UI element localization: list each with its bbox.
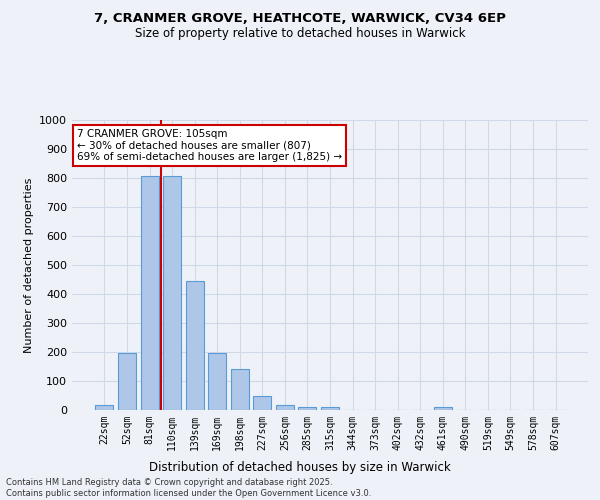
Y-axis label: Number of detached properties: Number of detached properties [23,178,34,352]
Bar [434,407,452,410]
Bar [140,176,158,410]
Text: Contains HM Land Registry data © Crown copyright and database right 2025.
Contai: Contains HM Land Registry data © Crown c… [6,478,371,498]
Text: Size of property relative to detached houses in Warwick: Size of property relative to detached ho… [135,28,465,40]
Bar [253,396,271,410]
Bar [231,370,249,410]
Bar [185,281,204,410]
Text: 7 CRANMER GROVE: 105sqm
← 30% of detached houses are smaller (807)
69% of semi-d: 7 CRANMER GROVE: 105sqm ← 30% of detache… [77,128,342,162]
Text: 7, CRANMER GROVE, HEATHCOTE, WARWICK, CV34 6EP: 7, CRANMER GROVE, HEATHCOTE, WARWICK, CV… [94,12,506,26]
Bar [276,405,294,410]
Text: Distribution of detached houses by size in Warwick: Distribution of detached houses by size … [149,461,451,474]
Bar [95,405,113,410]
Bar [321,407,339,410]
Bar [163,176,181,410]
Bar [208,353,226,410]
Bar [298,406,316,410]
Bar [118,353,136,410]
